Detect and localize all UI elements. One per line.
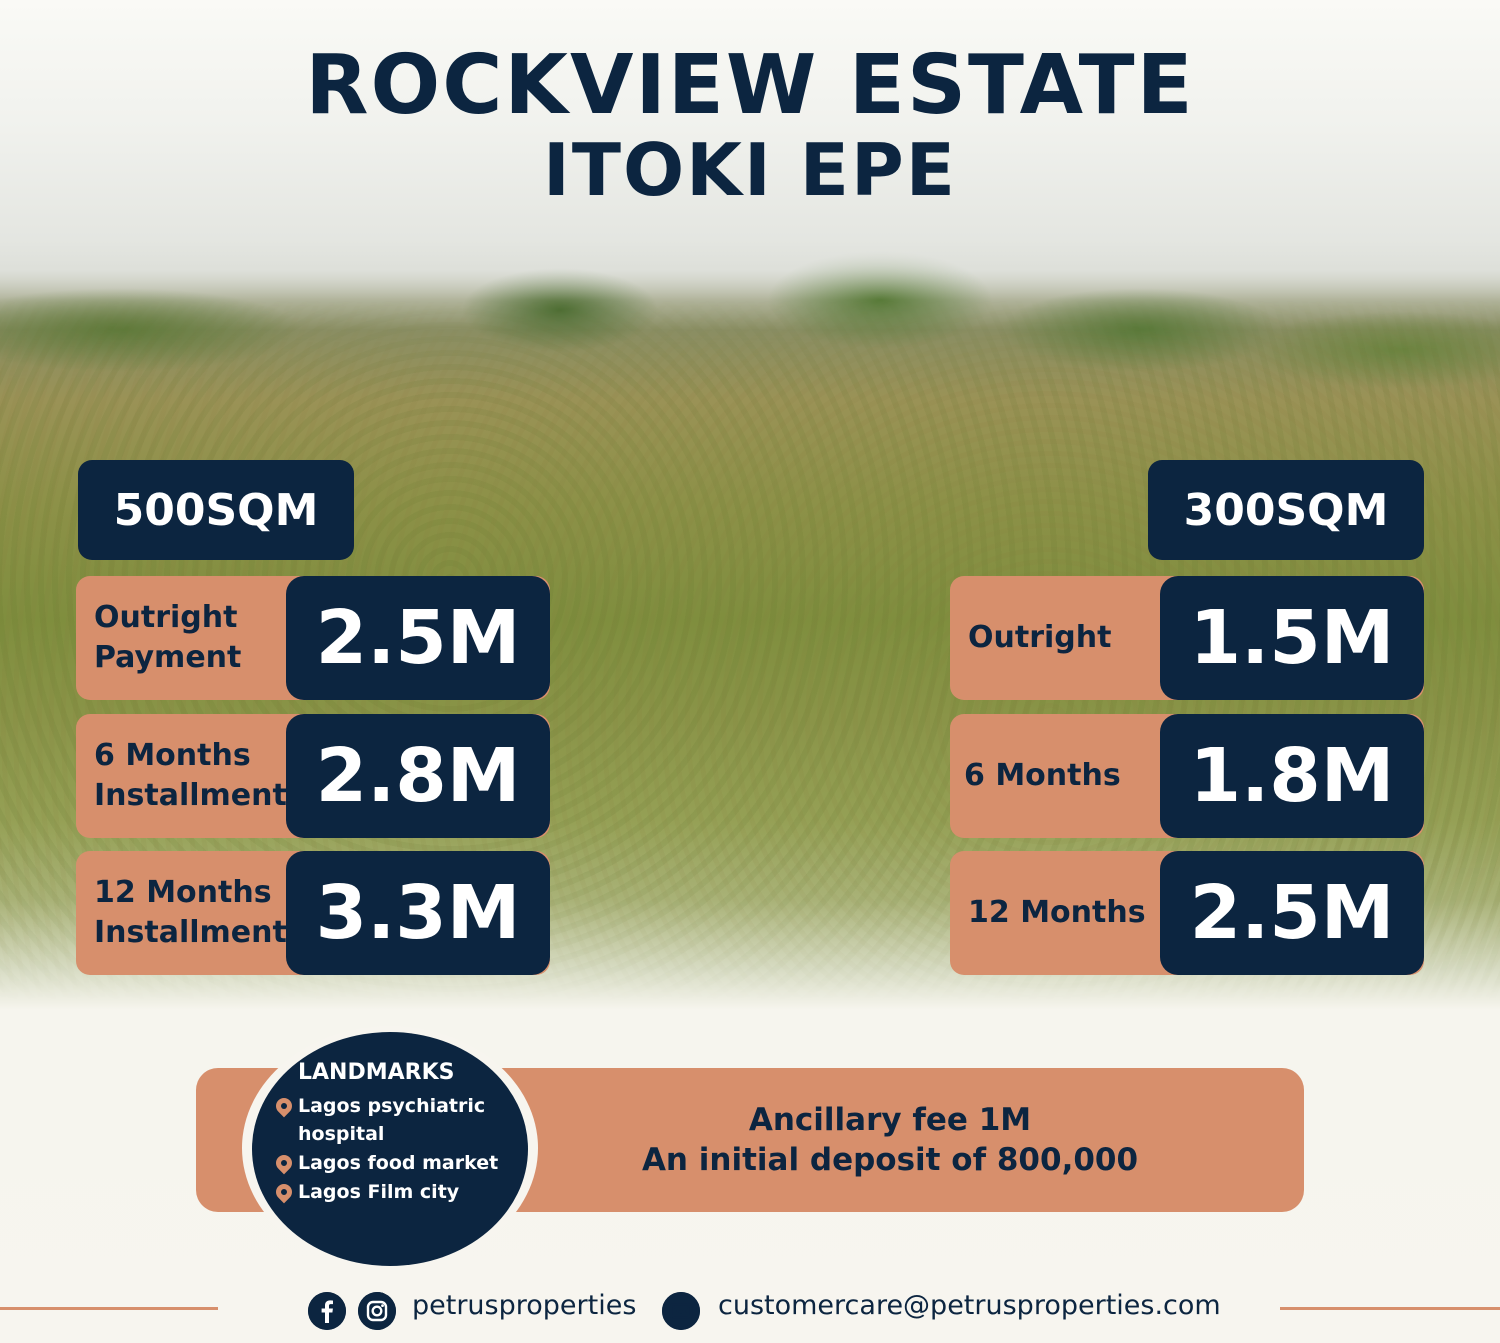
landmark-item: Lagos Film city	[272, 1178, 460, 1206]
payment-label-text: 6 Months	[964, 758, 1121, 793]
payment-label-text: Outright	[968, 620, 1112, 655]
price-row-300-12-months: 12 Months 2.5M	[950, 851, 1424, 975]
estate-location: ITOKI EPE	[543, 128, 957, 212]
price-value: 2.8M	[286, 714, 550, 838]
price-value: 2.5M	[1160, 851, 1424, 975]
payment-label-line2: Installment	[94, 915, 287, 950]
payment-label-line1: 6 Months	[94, 738, 251, 773]
instagram-icon[interactable]	[358, 1292, 396, 1330]
location-pin-icon	[272, 1094, 296, 1118]
landmark-line1: Lagos food market	[298, 1152, 499, 1174]
payment-label: 6 Months Installment	[94, 714, 294, 838]
payment-label-line2: Installment	[94, 778, 287, 813]
mail-icon[interactable]	[662, 1292, 700, 1330]
location-pin-icon	[272, 1180, 296, 1204]
ancillary-fee: Ancillary fee 1M	[748, 1102, 1032, 1138]
payment-label-text: 12 Months	[968, 895, 1146, 930]
landmarks-circle	[252, 1032, 528, 1266]
footer-divider-right	[1280, 1307, 1500, 1310]
footer-divider-left	[0, 1307, 218, 1310]
location-pin-icon	[272, 1151, 296, 1175]
plot-size-500: 500SQM	[78, 460, 354, 560]
landmark-item: Lagos food market	[272, 1149, 499, 1177]
price-value: 3.3M	[286, 851, 550, 975]
landmark-line1: Lagos psychiatric	[298, 1095, 486, 1117]
contact-email[interactable]: customercare@petrusproperties.com	[718, 1290, 1221, 1321]
payment-label: 12 Months Installment	[94, 851, 294, 975]
landmark-line1: Lagos Film city	[298, 1181, 460, 1203]
payment-label: Outright	[968, 576, 1158, 700]
payment-label: 6 Months	[964, 714, 1160, 838]
fees-text: Ancillary fee 1M An initial deposit of 8…	[520, 1068, 1260, 1212]
payment-label: 12 Months	[968, 851, 1164, 975]
price-value: 1.8M	[1160, 714, 1424, 838]
landmarks-title: LANDMARKS	[298, 1060, 455, 1085]
social-handle[interactable]: petrusproperties	[412, 1290, 637, 1321]
estate-title: ROCKVIEW ESTATE	[305, 38, 1195, 133]
price-row-300-outright: Outright 1.5M	[950, 576, 1424, 700]
price-row-300-6-months: 6 Months 1.8M	[950, 714, 1424, 838]
payment-label: Outright Payment	[94, 576, 294, 700]
landmark-item: Lagos psychiatric hospital	[272, 1092, 486, 1148]
payment-label-line1: Outright	[94, 600, 238, 635]
price-row-500-12-months: 12 Months Installment 3.3M	[76, 851, 550, 975]
payment-label-line1: 12 Months	[94, 875, 272, 910]
payment-label-line2: Payment	[94, 640, 242, 675]
price-row-500-6-months: 6 Months Installment 2.8M	[76, 714, 550, 838]
plot-size-300: 300SQM	[1148, 460, 1424, 560]
price-row-500-outright: Outright Payment 2.5M	[76, 576, 550, 700]
facebook-icon[interactable]	[308, 1292, 346, 1330]
price-value: 1.5M	[1160, 576, 1424, 700]
initial-deposit: An initial deposit of 800,000	[641, 1142, 1139, 1178]
landmark-line2: hospital	[298, 1123, 385, 1145]
price-value: 2.5M	[286, 576, 550, 700]
